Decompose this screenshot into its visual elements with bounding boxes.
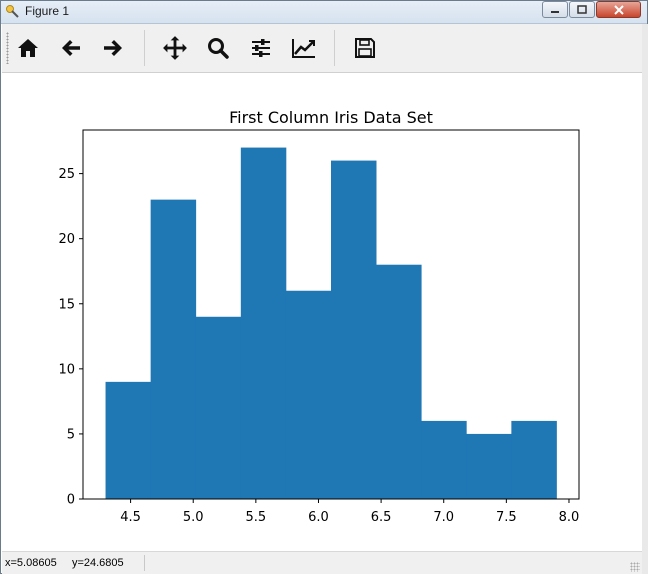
minimize-icon	[551, 10, 559, 13]
arrow-left-icon	[62, 40, 80, 56]
minimize-button[interactable]	[542, 1, 568, 18]
zoom-button[interactable]	[202, 32, 234, 64]
y-tick-label: 0	[67, 493, 75, 508]
y-tick-label: 20	[58, 232, 75, 247]
x-axis: 4.5 5.0 5.5 6.0 6.5 7.0 7.5 8.0	[120, 499, 579, 525]
histogram-bar	[105, 381, 152, 499]
histogram-bar	[421, 420, 467, 499]
arrow-right-icon	[104, 40, 122, 56]
window-title: Figure 1	[25, 4, 70, 18]
histogram-bar	[195, 316, 242, 499]
status-divider	[144, 555, 145, 571]
histogram-bar	[240, 147, 287, 500]
y-axis: 0 5 10 15 20 25	[58, 167, 83, 508]
x-tick-label: 7.0	[433, 510, 454, 525]
axes-frame	[82, 129, 580, 500]
title-bar[interactable]: Figure 1	[1, 1, 647, 24]
y-tick-label: 5	[67, 427, 75, 442]
sliders-icon	[252, 39, 270, 57]
cursor-coordinates: x=5.08605 y=24.6805	[5, 557, 124, 569]
toolbar-separator	[334, 30, 335, 66]
pan-button[interactable]	[159, 32, 191, 64]
y-tick-label: 25	[58, 167, 75, 182]
x-tick-label: 6.5	[371, 510, 392, 525]
y-tick-label: 15	[58, 297, 75, 312]
x-tick-label: 4.5	[120, 510, 141, 525]
toolbar-grip[interactable]	[6, 32, 9, 64]
maximize-icon	[577, 5, 587, 14]
close-button[interactable]	[596, 1, 641, 18]
configure-subplots-button[interactable]	[245, 32, 277, 64]
histogram-bar	[285, 290, 332, 499]
magnifier-icon	[208, 38, 229, 59]
back-button[interactable]	[55, 32, 87, 64]
histogram-bar	[331, 160, 377, 500]
toolbar-separator	[144, 30, 145, 66]
maximize-button[interactable]	[569, 1, 595, 18]
histogram-bars	[105, 147, 557, 500]
app-icon	[6, 5, 19, 18]
histogram-bar	[150, 199, 197, 499]
resize-grip[interactable]	[630, 562, 640, 572]
x-tick-label: 5.0	[183, 510, 204, 525]
edit-axis-button[interactable]	[288, 32, 320, 64]
x-tick-label: 8.0	[559, 510, 580, 525]
forward-button[interactable]	[97, 32, 129, 64]
close-icon	[613, 4, 624, 15]
home-button[interactable]	[12, 32, 44, 64]
floppy-disk-icon	[355, 38, 375, 58]
move-icon	[163, 36, 187, 60]
window-edge	[642, 24, 648, 574]
histogram-bar	[376, 264, 422, 499]
x-tick-label: 6.0	[308, 510, 329, 525]
chart-title: First Column Iris Data Set	[229, 108, 433, 127]
status-bar: x=5.08605 y=24.6805	[2, 551, 642, 574]
histogram-bar	[511, 420, 557, 499]
y-tick-label: 10	[58, 362, 75, 377]
figure-canvas[interactable]: First Column Iris Data Set 4.5 5.0 5.5 6.0 6…	[1, 1, 641, 550]
home-icon	[18, 39, 38, 57]
save-button[interactable]	[349, 32, 381, 64]
x-tick-label: 7.5	[496, 510, 517, 525]
navigation-toolbar	[2, 24, 642, 73]
x-tick-label: 5.5	[246, 510, 267, 525]
line-chart-icon	[292, 39, 315, 58]
histogram-bar	[466, 433, 512, 499]
